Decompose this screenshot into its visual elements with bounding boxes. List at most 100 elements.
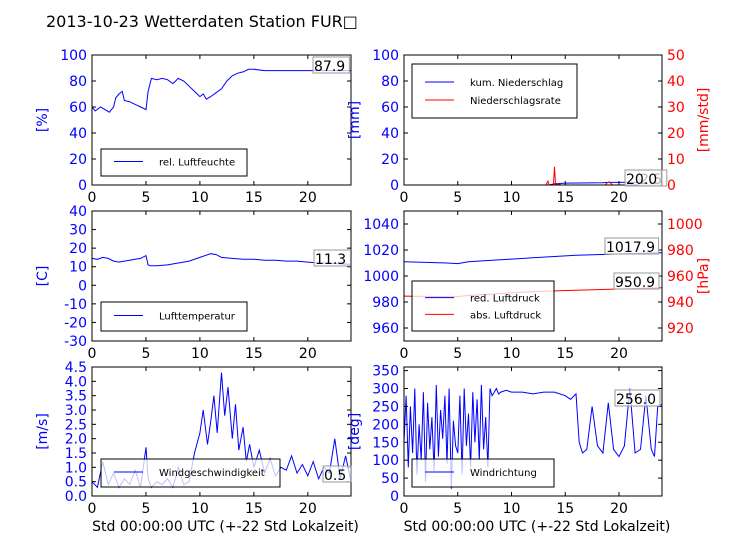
pressure-xtick-label: 5 bbox=[453, 346, 462, 362]
humidity-ylabel: [%] bbox=[35, 108, 51, 132]
windspeed-ytick-label: 0.0 bbox=[65, 489, 87, 505]
windspeed-ytick-label: 1.0 bbox=[65, 460, 87, 476]
humidity-legend-box bbox=[100, 148, 248, 177]
precip-ytick-label: 0 bbox=[390, 178, 399, 194]
precip-annotation-box bbox=[624, 169, 662, 187]
precip-xtick-label: 15 bbox=[556, 190, 574, 206]
windspeed-xtick-label: 10 bbox=[191, 501, 209, 517]
winddir-ytick-label: 50 bbox=[381, 471, 399, 487]
humidity-series-line-0 bbox=[92, 68, 351, 113]
pressure-xtick-label: 0 bbox=[400, 346, 409, 362]
temperature-legend-label: Lufttemperatur bbox=[159, 312, 236, 323]
winddir-xtick-label: 5 bbox=[453, 501, 462, 517]
precip-series-line-1 bbox=[404, 166, 662, 185]
humidity-ytick-label: 40 bbox=[69, 126, 87, 142]
temperature-legend-box bbox=[100, 301, 248, 332]
temperature-ytick-label: 30 bbox=[69, 223, 87, 239]
windspeed-xlabel: Std 00:00:00 UTC (+-22 Std Lokalzeit) bbox=[92, 519, 359, 535]
humidity-ytick-label: 80 bbox=[69, 74, 87, 90]
winddir-ytick-label: 0 bbox=[390, 489, 399, 505]
temperature-annotation-box bbox=[313, 249, 351, 267]
winddir-ytick-label: 300 bbox=[372, 382, 399, 398]
precip-ytick-right-label: 30 bbox=[667, 100, 685, 116]
pressure-ytick-right-label: 940 bbox=[667, 295, 694, 311]
windspeed-ytick-label: 4.5 bbox=[65, 360, 87, 376]
windspeed-panel: 0 5 10 15 200.00.51.01.52.02.53.03.54.04.5[m… bbox=[35, 360, 359, 535]
precip-ytick-label: 20 bbox=[381, 152, 399, 168]
winddir-ytick-label: 250 bbox=[372, 399, 399, 415]
winddir-xtick-label: 15 bbox=[556, 501, 574, 517]
temperature-ytick-label: 40 bbox=[69, 204, 87, 220]
winddir-xtick-label: 20 bbox=[610, 501, 628, 517]
temperature-ytick-label: 20 bbox=[69, 241, 87, 257]
humidity-ytick-label: 0 bbox=[78, 178, 87, 194]
pressure-xtick-label: 10 bbox=[503, 346, 521, 362]
pressure-legend-box bbox=[411, 280, 555, 332]
pressure-annotation-box bbox=[613, 272, 660, 290]
temperature-ytick-label: 0 bbox=[78, 278, 87, 294]
pressure-ytick-right-label: 920 bbox=[667, 321, 694, 337]
temperature-annotation: 11.3 bbox=[315, 252, 346, 268]
precip-legend-box bbox=[411, 63, 578, 119]
windspeed-ytick-label: 3.0 bbox=[65, 403, 87, 419]
precip-axes-frame bbox=[403, 54, 663, 186]
precip-panel: 0 5 10 15 20 0 20 40 60 80 100 0 10 20 30 40 50 [mm] [mm/s… bbox=[347, 48, 712, 206]
precip-ylabel: [mm] bbox=[347, 101, 363, 139]
pressure-ytick-label: 1000 bbox=[363, 269, 399, 285]
precip-annotation: 20.0 bbox=[626, 172, 657, 188]
precip-ytick-label: 80 bbox=[381, 74, 399, 90]
pressure-ytick-label: 980 bbox=[372, 295, 399, 311]
temperature-ytick-label: 10 bbox=[69, 260, 87, 276]
winddir-annotation: 256.0 bbox=[616, 392, 656, 408]
precip-ytick-label: 100 bbox=[372, 48, 399, 64]
pressure-ytick-right-label: 980 bbox=[667, 243, 694, 259]
windspeed-axes-frame bbox=[91, 366, 352, 497]
temperature-ytick-label: -10 bbox=[64, 297, 87, 313]
windspeed-annotation: 0.5 bbox=[324, 468, 346, 484]
windspeed-ytick-label: 2.0 bbox=[65, 432, 87, 448]
pressure-ytick-label: 1020 bbox=[363, 243, 399, 259]
pressure-legend-label: red. Luftdruck bbox=[470, 294, 540, 305]
winddir-ytick-label: 350 bbox=[372, 364, 399, 380]
precip-ytick-label: 60 bbox=[381, 100, 399, 116]
temperature-axes-frame bbox=[91, 210, 352, 342]
temperature-ytick-label: -30 bbox=[64, 334, 87, 350]
humidity-ytick-label: 100 bbox=[60, 48, 87, 64]
windspeed-xtick-label: 5 bbox=[141, 501, 150, 517]
humidity-xtick-label: 15 bbox=[245, 190, 263, 206]
precip-ylabel-right: [mm/std] bbox=[696, 88, 712, 153]
humidity-annotation: 87.9 bbox=[314, 59, 345, 75]
pressure-ylabel-right: [hPa] bbox=[696, 258, 712, 294]
winddir-ylabel: [deg] bbox=[347, 413, 363, 450]
windspeed-legend-label: Windgeschwindigkeit bbox=[159, 468, 265, 479]
pressure-panel: 0 5 10 15 20 960 980 1000 1020 1040 920 940 960 980 10… bbox=[363, 210, 712, 362]
precip-ytick-right-label: 0 bbox=[667, 178, 676, 194]
winddir-xtick-label: 10 bbox=[503, 501, 521, 517]
humidity-ytick-label: 60 bbox=[69, 100, 87, 116]
pressure-annotation: 950.9 bbox=[615, 275, 655, 291]
temperature-ylabel: [C] bbox=[35, 266, 51, 287]
windspeed-xtick-label: 15 bbox=[245, 501, 263, 517]
humidity-annotation-box bbox=[312, 56, 350, 74]
windspeed-ylabel: [m/s] bbox=[35, 413, 51, 450]
windspeed-xtick-label: 0 bbox=[88, 501, 97, 517]
humidity-panel: 0 5 10 15 20 0 20 40 60 80 100 [%] rel. Luftfeuchte 8… bbox=[35, 48, 352, 206]
temperature-xtick-label: 15 bbox=[245, 346, 263, 362]
humidity-xtick-label: 20 bbox=[299, 190, 317, 206]
precip-ytick-right-label: 20 bbox=[667, 126, 685, 142]
humidity-legend-label: rel. Luftfeuchte bbox=[159, 158, 235, 169]
humidity-ytick-label: 20 bbox=[69, 152, 87, 168]
winddir-ytick-label: 200 bbox=[372, 417, 399, 433]
winddir-annotation-box bbox=[614, 389, 661, 407]
winddir-legend-label: Windrichtung bbox=[470, 468, 537, 479]
windspeed-ytick-label: 0.5 bbox=[65, 475, 87, 491]
humidity-xtick-label: 0 bbox=[88, 190, 97, 206]
precip-legend-label: Niederschlagsrate bbox=[470, 96, 561, 107]
winddir-xlabel: Std 00:00:00 UTC (+-22 Std Lokalzeit) bbox=[404, 519, 671, 535]
temperature-panel: 0 5 10 15 20 -30 -20 -10 0 10 20 30 40 [C] Lufttempera… bbox=[35, 204, 352, 362]
precip-xtick-label: 0 bbox=[400, 190, 409, 206]
windspeed-ytick-label: 3.5 bbox=[65, 389, 87, 405]
humidity-axes-frame bbox=[91, 54, 352, 186]
pressure-ytick-label: 1040 bbox=[363, 217, 399, 233]
temperature-series bbox=[92, 253, 351, 267]
